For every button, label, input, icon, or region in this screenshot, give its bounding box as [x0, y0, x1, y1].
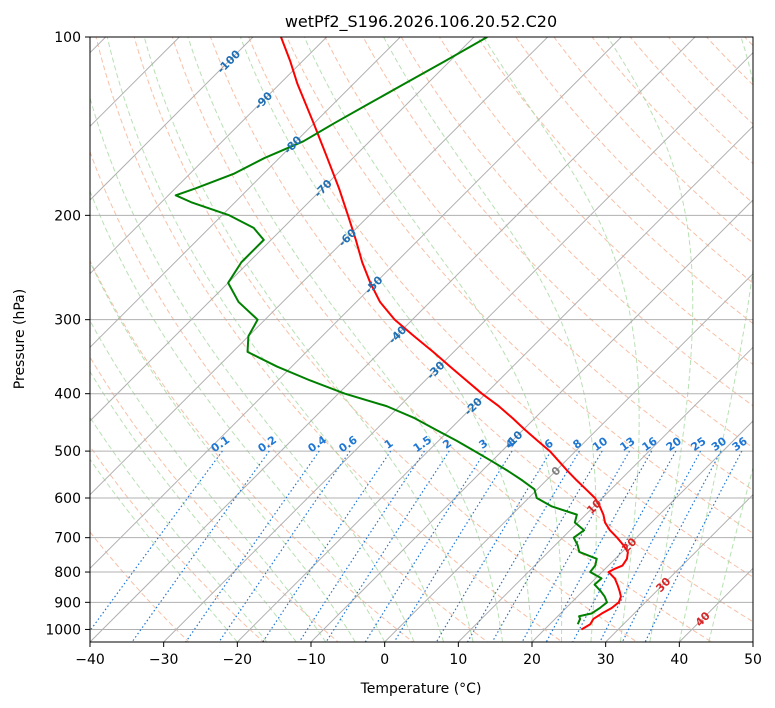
x-tick-label: 50	[744, 652, 762, 668]
y-tick-label: 600	[54, 491, 81, 507]
isotherm-line	[90, 37, 254, 201]
moist-adiabat	[482, 37, 640, 642]
y-tick-label: 300	[54, 313, 81, 329]
moist-adiabat	[383, 37, 597, 642]
mixing-ratio-line	[131, 450, 270, 642]
mixing-ratio-line	[262, 450, 392, 642]
profile-lines	[174, 37, 629, 631]
x-tick-label: −30	[149, 652, 179, 668]
axes: −40 −30 −20 −10 0 10 20 30 40 50 100 200 300 400 500 60…	[45, 30, 762, 668]
isotherm-line	[457, 346, 753, 642]
moist-adiabat	[607, 37, 694, 642]
y-tick-label: 200	[54, 208, 81, 224]
moist-adiabat	[106, 37, 445, 642]
mixing-ratio-line	[466, 450, 580, 642]
temperature-profile	[280, 37, 629, 631]
x-tick-label: −10	[296, 652, 326, 668]
mixing-ratio-line	[298, 450, 425, 642]
dry-adiabat	[90, 259, 414, 642]
moist-adiabat	[708, 466, 753, 642]
mixing-ratio-line	[325, 450, 450, 642]
isotherm-line	[90, 37, 475, 422]
x-tick-label: 10	[449, 652, 467, 668]
x-axis-title: Temperature (°C)	[360, 681, 482, 697]
mixing-ratio-line	[185, 450, 320, 642]
moist-adiabat	[90, 260, 356, 642]
moist-adiabat	[90, 189, 386, 642]
y-tick-label: 100	[54, 30, 81, 46]
dry-adiabat	[171, 37, 713, 642]
mixing-ratio-line	[435, 450, 552, 642]
dry-adiabat	[90, 445, 265, 642]
isotherm-line	[90, 37, 622, 570]
isotherm-line	[90, 37, 549, 496]
dry-adiabat	[90, 531, 190, 642]
isotherm-line	[90, 37, 696, 642]
isotherm-line	[310, 199, 753, 642]
y-axis-title: Pressure (hPa)	[12, 289, 28, 389]
dry-adiabat	[476, 37, 753, 325]
moist-adiabat	[303, 37, 563, 642]
dry-adiabat	[362, 37, 753, 449]
mixing-ratio-line	[621, 450, 722, 642]
chart-title: wetPf2_S196.2026.106.20.52.C20	[285, 12, 557, 32]
mixing-ratio-line	[599, 450, 702, 642]
y-tick-label: 1000	[45, 622, 81, 638]
moist-adiabat	[90, 416, 268, 642]
y-tick-label: 900	[54, 595, 81, 611]
isotherm-line	[90, 37, 328, 275]
isotherm-line	[531, 420, 753, 642]
isotherm-line	[384, 272, 753, 642]
dry-adiabat	[133, 37, 638, 642]
isotherm-line	[236, 125, 753, 642]
x-tick-label: 40	[670, 652, 688, 668]
moist-adiabat	[187, 37, 504, 642]
plot-frame	[89, 36, 754, 643]
dry-adiabat	[248, 37, 753, 578]
x-tick-label: 30	[597, 652, 615, 668]
y-tick-label: 500	[54, 444, 81, 460]
isotherm-line	[163, 51, 753, 642]
mixing-ratio-line	[521, 450, 631, 642]
dry-adiabat	[324, 37, 753, 491]
x-tick-label: 20	[523, 652, 541, 668]
dry-adiabat	[667, 37, 753, 125]
dry-adiabat	[90, 150, 489, 642]
moist-adiabat	[239, 37, 533, 642]
x-tick-label: 0	[380, 652, 389, 668]
dry-adiabat	[95, 37, 564, 642]
y-tick-label: 800	[54, 565, 81, 581]
dry-adiabat	[400, 37, 753, 407]
isotherm-line	[605, 493, 753, 642]
moist-adiabat	[90, 458, 238, 642]
mixing-ratio-line	[644, 450, 743, 642]
moist-adiabat	[143, 37, 474, 642]
background-lines	[90, 37, 753, 642]
moist-adiabat	[678, 37, 753, 642]
x-tick-label: −40	[75, 652, 105, 668]
y-tick-label: 700	[54, 531, 81, 547]
mixing-ratio-line	[218, 450, 351, 642]
dewpoint-profile	[174, 37, 609, 625]
dry-adiabat	[286, 37, 753, 534]
dry-adiabat	[553, 37, 753, 244]
y-tick-label: 400	[54, 387, 81, 403]
isotherm-line	[90, 37, 401, 349]
moist-adiabat	[90, 319, 327, 642]
x-tick-label: −20	[223, 652, 253, 668]
mixing-ratio-lines	[90, 450, 743, 642]
